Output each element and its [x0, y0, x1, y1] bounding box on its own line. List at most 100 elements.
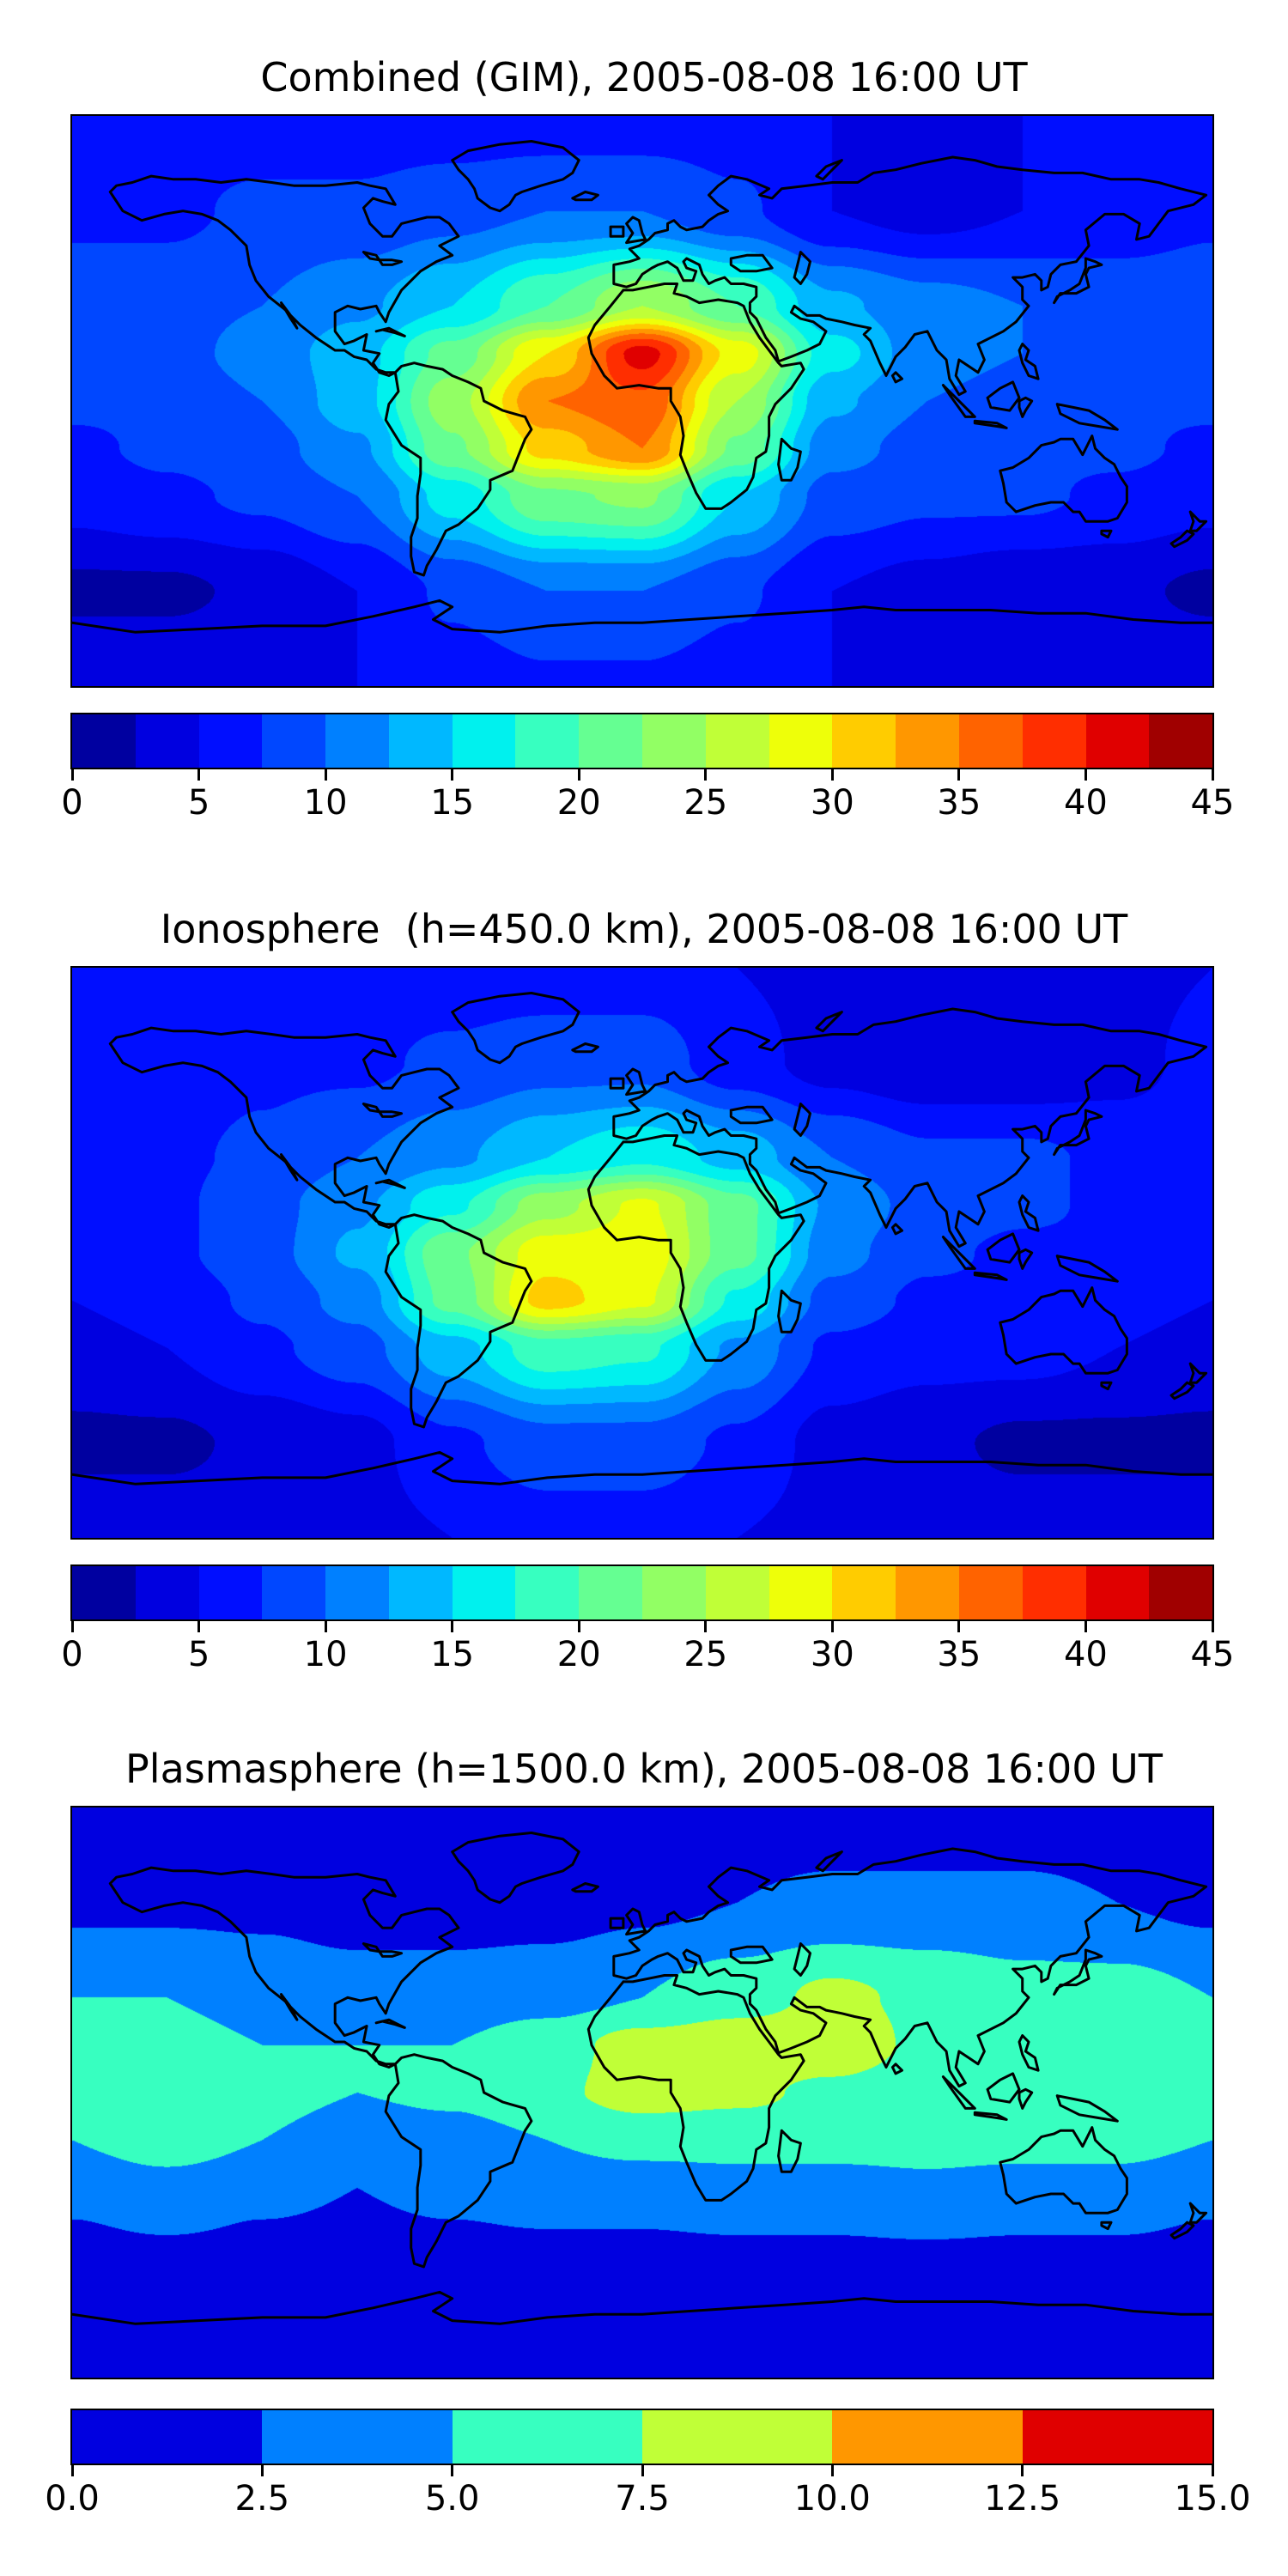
colorbar-segment [1022, 714, 1086, 768]
map-canvas-ionosphere [72, 968, 1212, 1538]
coastline-overlay-plasmasphere [72, 1832, 1212, 2325]
colorbar-segment [1149, 714, 1213, 768]
colorbar-tick [324, 769, 327, 781]
colorbar-segment [1022, 2410, 1212, 2464]
colorbar-ionosphere [70, 1564, 1214, 1621]
colorbar-tick-label: 35 [937, 783, 981, 823]
colorbar-tick [1211, 2465, 1214, 2476]
colorbar-segment [135, 1566, 199, 1619]
colorbar-tick [197, 1621, 201, 1632]
map-canvas-plasmasphere [72, 1807, 1212, 2378]
coastline-path [72, 1832, 1212, 2325]
colorbar-segment [769, 714, 833, 768]
colorbar-tick [70, 2465, 74, 2476]
map-plasmasphere [70, 1806, 1214, 2379]
panel-title-combined: Combined (GIM), 2005-08-08 16:00 UT [260, 54, 1028, 100]
colorbar-tick [641, 2465, 644, 2476]
colorbar-tick [704, 1621, 708, 1632]
colorbar-tick [704, 769, 708, 781]
map-canvas-combined [72, 116, 1212, 686]
colorbar-tick-label: 5 [187, 1635, 210, 1674]
colorbar-tick [830, 1621, 834, 1632]
colorbar-tick [451, 2465, 454, 2476]
colorbar-tick-label: 10.0 [793, 2479, 871, 2518]
colorbar-segment [452, 1566, 516, 1619]
colorbar-tick-label: 2.5 [234, 2479, 290, 2518]
colorbar-segment [642, 714, 706, 768]
colorbar-segment [832, 714, 896, 768]
colorbar-segment [388, 714, 453, 768]
colorbar-segment [579, 714, 643, 768]
colorbar-segment [641, 2410, 833, 2464]
colorbar-segment [958, 714, 1023, 768]
colorbar-segment [896, 1566, 959, 1619]
coastline-path [72, 140, 1212, 634]
colorbar-segment [72, 2410, 263, 2464]
colorbar-tick-label: 30 [810, 1635, 854, 1674]
colorbar-tick-label: 5.0 [424, 2479, 480, 2518]
colorbar-tick [1211, 1621, 1214, 1632]
colorbar-tick [577, 1621, 580, 1632]
colorbar-segment [1085, 1566, 1150, 1619]
colorbar-tick-label: 45 [1190, 783, 1235, 823]
colorbar-segment [388, 1566, 453, 1619]
colorbar-tick [70, 769, 74, 781]
colorbar-tick-label: 45 [1190, 1635, 1235, 1674]
coastline-overlay-combined [72, 140, 1212, 634]
colorbar-tick [197, 769, 201, 781]
colorbar-tick-label: 40 [1063, 1635, 1108, 1674]
colorbar-tick-label: 0.0 [45, 2479, 100, 2518]
colorbar-tick [830, 769, 834, 781]
colorbar-segment [452, 714, 516, 768]
colorbar-segment [198, 1566, 263, 1619]
colorbar-segment [262, 1566, 326, 1619]
coastline-overlay-ionosphere [72, 992, 1212, 1485]
colorbar-segment [1085, 714, 1150, 768]
colorbar-segment [515, 714, 580, 768]
colorbar-tick-label: 7.5 [615, 2479, 670, 2518]
colorbar-combined [70, 713, 1214, 769]
colorbar-segment [769, 1566, 833, 1619]
colorbar-tick [451, 1621, 454, 1632]
colorbar-segment [832, 2410, 1023, 2464]
colorbar-segment [135, 714, 199, 768]
colorbar-segment [705, 714, 769, 768]
map-ionosphere [70, 966, 1214, 1540]
colorbar-tick [1084, 769, 1087, 781]
colorbar-tick [577, 769, 580, 781]
colorbar-segment [325, 714, 389, 768]
colorbar-segment [72, 1566, 136, 1619]
colorbar-tick-label: 5 [187, 783, 210, 823]
colorbar-tick [1021, 2465, 1024, 2476]
colorbar-segment [262, 2410, 453, 2464]
colorbar-tick [830, 2465, 834, 2476]
colorbar-tick-label: 30 [810, 783, 854, 823]
colorbar-segment [705, 1566, 769, 1619]
colorbar-tick-label: 10 [303, 783, 348, 823]
colorbar-segment [1022, 1566, 1086, 1619]
colorbar-segment [896, 714, 959, 768]
colorbar-segment [832, 1566, 896, 1619]
colorbar-tick-label: 15 [430, 783, 475, 823]
colorbar-tick [1084, 1621, 1087, 1632]
colorbar-tick [957, 1621, 961, 1632]
colorbar-tick-label: 12.5 [984, 2479, 1061, 2518]
colorbar-segment [1149, 1566, 1213, 1619]
colorbar-segment [198, 714, 263, 768]
colorbar-segment [452, 2410, 642, 2464]
colorbar-tick [70, 1621, 74, 1632]
colorbar-tick [260, 2465, 264, 2476]
colorbar-plasmasphere [70, 2409, 1214, 2465]
colorbar-segment [579, 1566, 643, 1619]
colorbar-segment [72, 714, 136, 768]
colorbar-tick [324, 1621, 327, 1632]
colorbar-tick-label: 20 [556, 783, 601, 823]
map-combined [70, 114, 1214, 688]
colorbar-tick [451, 769, 454, 781]
colorbar-tick-label: 0 [61, 1635, 83, 1674]
panel-title-plasmasphere: Plasmasphere (h=1500.0 km), 2005-08-08 1… [125, 1746, 1163, 1792]
colorbar-tick-label: 35 [937, 1635, 981, 1674]
panel-title-ionosphere: Ionosphere (h=450.0 km), 2005-08-08 16:0… [160, 906, 1128, 952]
colorbar-tick-label: 10 [303, 1635, 348, 1674]
